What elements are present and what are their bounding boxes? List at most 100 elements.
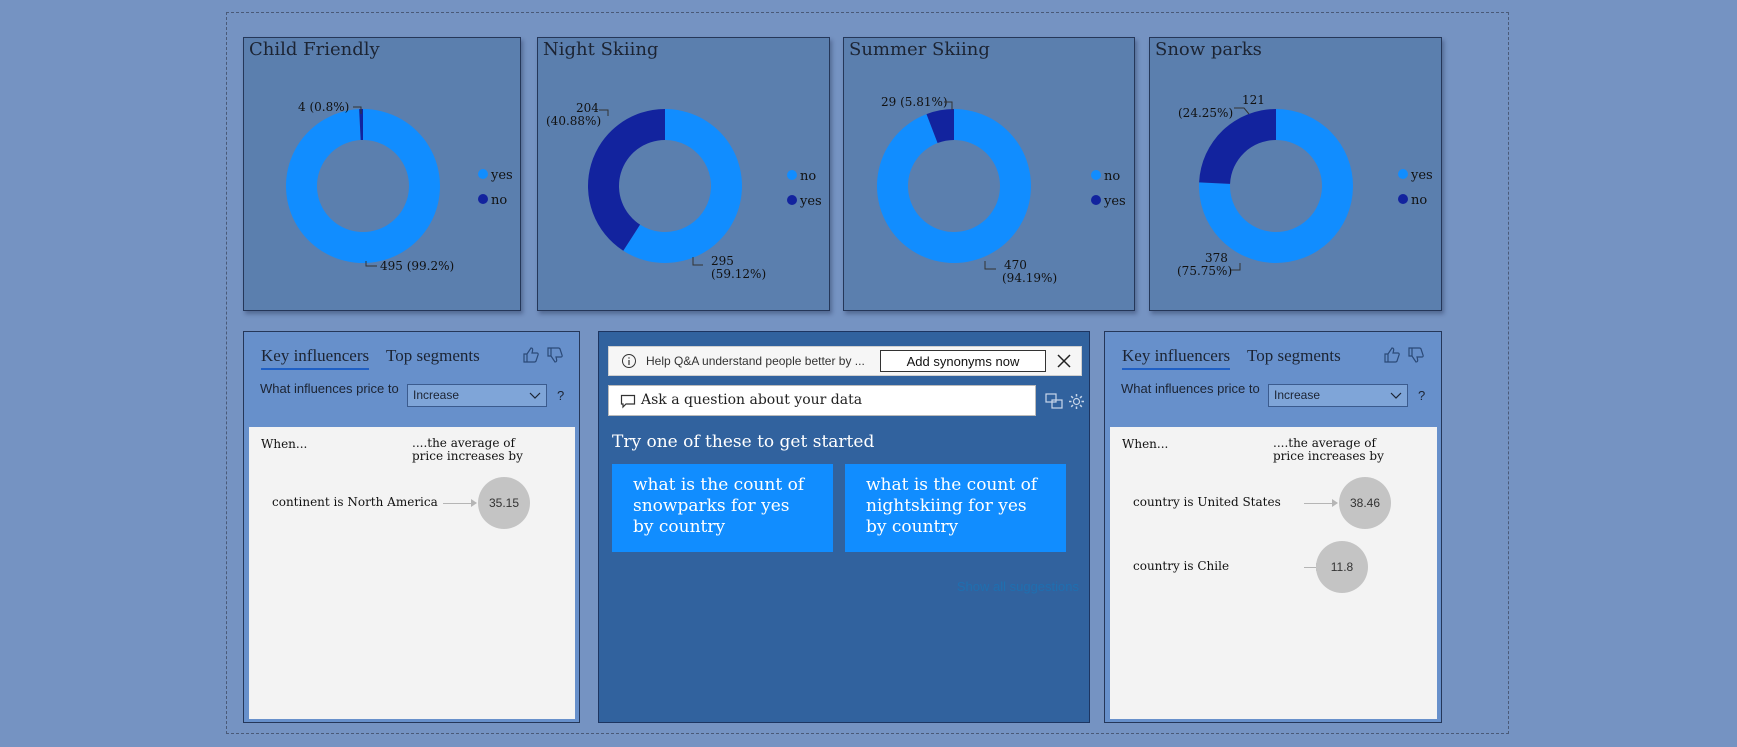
- legend-dot-yes: [1091, 195, 1101, 205]
- average-header: ....the average of price increases by: [412, 436, 523, 463]
- banner-text: Help Q&A understand people better by ...: [646, 354, 865, 368]
- close-icon[interactable]: [1056, 353, 1072, 369]
- donut-label-small: (40.88%): [546, 114, 601, 128]
- thumbs-down-icon[interactable]: [546, 346, 564, 364]
- legend-label[interactable]: no: [1104, 169, 1120, 184]
- qa-question-input[interactable]: Ask a question about your data: [608, 385, 1036, 416]
- legend-dot-yes: [478, 169, 488, 179]
- legend-label[interactable]: yes: [1410, 168, 1433, 183]
- donut-label-small: 204: [576, 101, 599, 115]
- influencer-factor: country is United States: [1133, 495, 1281, 509]
- legend-label[interactable]: yes: [1103, 194, 1126, 209]
- donut-slice-no[interactable]: [877, 109, 1031, 263]
- donut-slice-yes[interactable]: [286, 109, 441, 263]
- chat-bubble-icon: [620, 394, 636, 409]
- donut-slice-no[interactable]: [623, 109, 742, 263]
- influence-question: What influences price to: [260, 381, 399, 396]
- when-header: When...: [261, 437, 308, 451]
- donut-title: Summer Skiing: [849, 39, 990, 60]
- report-canvas-frame: [226, 12, 1509, 734]
- influencer-factor: country is Chile: [1133, 559, 1230, 573]
- key-influencers-right: Key influencers Top segments What influe…: [1104, 331, 1442, 723]
- donut-label-big: 470: [1004, 258, 1027, 272]
- thumbs-up-icon[interactable]: [1383, 346, 1401, 364]
- donut-card-snow-parks[interactable]: Snow parks 121 (24.25%) 378 (75.75%) yes…: [1149, 37, 1442, 311]
- donut-label-small: 121: [1242, 93, 1265, 107]
- legend-dot-no: [478, 194, 488, 204]
- donut-card-night-skiing[interactable]: Night Skiing 204 (40.88%) 295 (59.12%) n…: [537, 37, 830, 311]
- donut-title: Snow parks: [1155, 39, 1262, 60]
- help-icon[interactable]: ?: [1418, 388, 1426, 403]
- donut-card-summer-skiing[interactable]: Summer Skiing 29 (5.81%) 470 (94.19%) no…: [843, 37, 1135, 311]
- legend-dot-no: [787, 170, 797, 180]
- info-icon: [622, 354, 636, 368]
- thumbs-down-icon[interactable]: [1407, 346, 1425, 364]
- chevron-down-icon: [529, 392, 541, 399]
- influence-bubble: 11.8: [1316, 541, 1368, 593]
- tab-top-segments[interactable]: Top segments: [386, 346, 480, 365]
- qa-suggestion-card[interactable]: what is the count of snowparks for yes b…: [612, 464, 833, 552]
- help-icon[interactable]: ?: [557, 388, 565, 403]
- influence-bubble: 38.46: [1339, 477, 1391, 529]
- donut-slice-no[interactable]: [1199, 109, 1276, 184]
- donut-slice-yes[interactable]: [926, 109, 954, 144]
- donut-card-child-friendly[interactable]: Child Friendly 4 (0.8%) 495 (99.2%) yes …: [243, 37, 521, 311]
- donut-chart-night-skiing: 204 (40.88%) 295 (59.12%) no yes: [546, 101, 822, 281]
- influencer-row[interactable]: continent is North America 35.15: [249, 477, 575, 531]
- qa-input-placeholder: Ask a question about your data: [641, 392, 863, 408]
- donut-label-big: (75.75%): [1177, 264, 1232, 278]
- donut-label-big: (94.19%): [1002, 271, 1057, 285]
- donut-label-big: 295: [711, 254, 734, 268]
- legend-dot-yes: [1398, 169, 1408, 179]
- tab-key-influencers[interactable]: Key influencers: [261, 346, 370, 370]
- arrow-head-icon: [471, 499, 477, 507]
- donut-chart-summer-skiing: 29 (5.81%) 470 (94.19%) no yes: [877, 95, 1126, 285]
- donut-title: Night Skiing: [543, 39, 659, 60]
- direction-dropdown[interactable]: Increase: [1268, 384, 1408, 407]
- dropdown-value: Increase: [413, 388, 460, 402]
- donut-title: Child Friendly: [249, 39, 380, 60]
- donut-label-big: (59.12%): [711, 267, 766, 281]
- when-header: When...: [1122, 437, 1169, 451]
- arrow-line: [1304, 567, 1318, 568]
- qa-suggestion-card[interactable]: what is the count of nightskiing for yes…: [845, 464, 1066, 552]
- add-synonyms-button[interactable]: Add synonyms now: [880, 350, 1046, 372]
- influencer-row[interactable]: country is United States 38.46: [1110, 477, 1437, 531]
- gear-icon[interactable]: [1068, 393, 1085, 410]
- donut-slice-yes[interactable]: [1199, 109, 1353, 263]
- donut-label-small: 4 (0.8%): [298, 100, 349, 114]
- legend-label[interactable]: no: [1411, 193, 1427, 208]
- donut-chart-child-friendly: 4 (0.8%) 495 (99.2%) yes no: [286, 100, 513, 273]
- donut-slice-no[interactable]: [359, 109, 363, 141]
- arrow-line: [1304, 503, 1332, 504]
- average-header: ....the average of price increases by: [1273, 436, 1384, 463]
- influencer-factor: continent is North America: [272, 495, 438, 509]
- show-all-suggestions-link[interactable]: Show all suggestions: [956, 579, 1079, 594]
- dropdown-value: Increase: [1274, 388, 1321, 402]
- donut-label-small: 29 (5.81%): [881, 95, 948, 109]
- tab-top-segments[interactable]: Top segments: [1247, 346, 1341, 365]
- legend-dot-no: [1091, 170, 1101, 180]
- thumbs-up-icon[interactable]: [522, 346, 540, 364]
- donut-slice-yes[interactable]: [588, 109, 665, 251]
- legend-dot-yes: [787, 195, 797, 205]
- qa-banner: Help Q&A understand people better by ...…: [608, 346, 1082, 376]
- donut-label-big: 378: [1205, 251, 1228, 265]
- arrow-line: [443, 503, 471, 504]
- qa-suggestions-heading: Try one of these to get started: [612, 432, 875, 452]
- legend-label[interactable]: yes: [799, 194, 822, 209]
- direction-dropdown[interactable]: Increase: [407, 384, 547, 407]
- influence-bubble: 35.15: [478, 477, 530, 529]
- arrow-head-icon: [1332, 499, 1338, 507]
- legend-label[interactable]: no: [491, 193, 507, 208]
- influencers-panel: When... ....the average of price increas…: [1110, 427, 1437, 719]
- donut-label-small: (24.25%): [1178, 106, 1233, 120]
- convert-visual-icon[interactable]: [1045, 393, 1063, 409]
- legend-label[interactable]: yes: [490, 168, 513, 183]
- influence-question: What influences price to: [1121, 381, 1260, 396]
- tab-key-influencers[interactable]: Key influencers: [1122, 346, 1231, 370]
- legend-label[interactable]: no: [800, 169, 816, 184]
- influencer-row[interactable]: country is Chile 11.8: [1110, 541, 1437, 595]
- qa-visual: Help Q&A understand people better by ...…: [598, 331, 1090, 723]
- key-influencers-left: Key influencers Top segments What influe…: [243, 331, 580, 723]
